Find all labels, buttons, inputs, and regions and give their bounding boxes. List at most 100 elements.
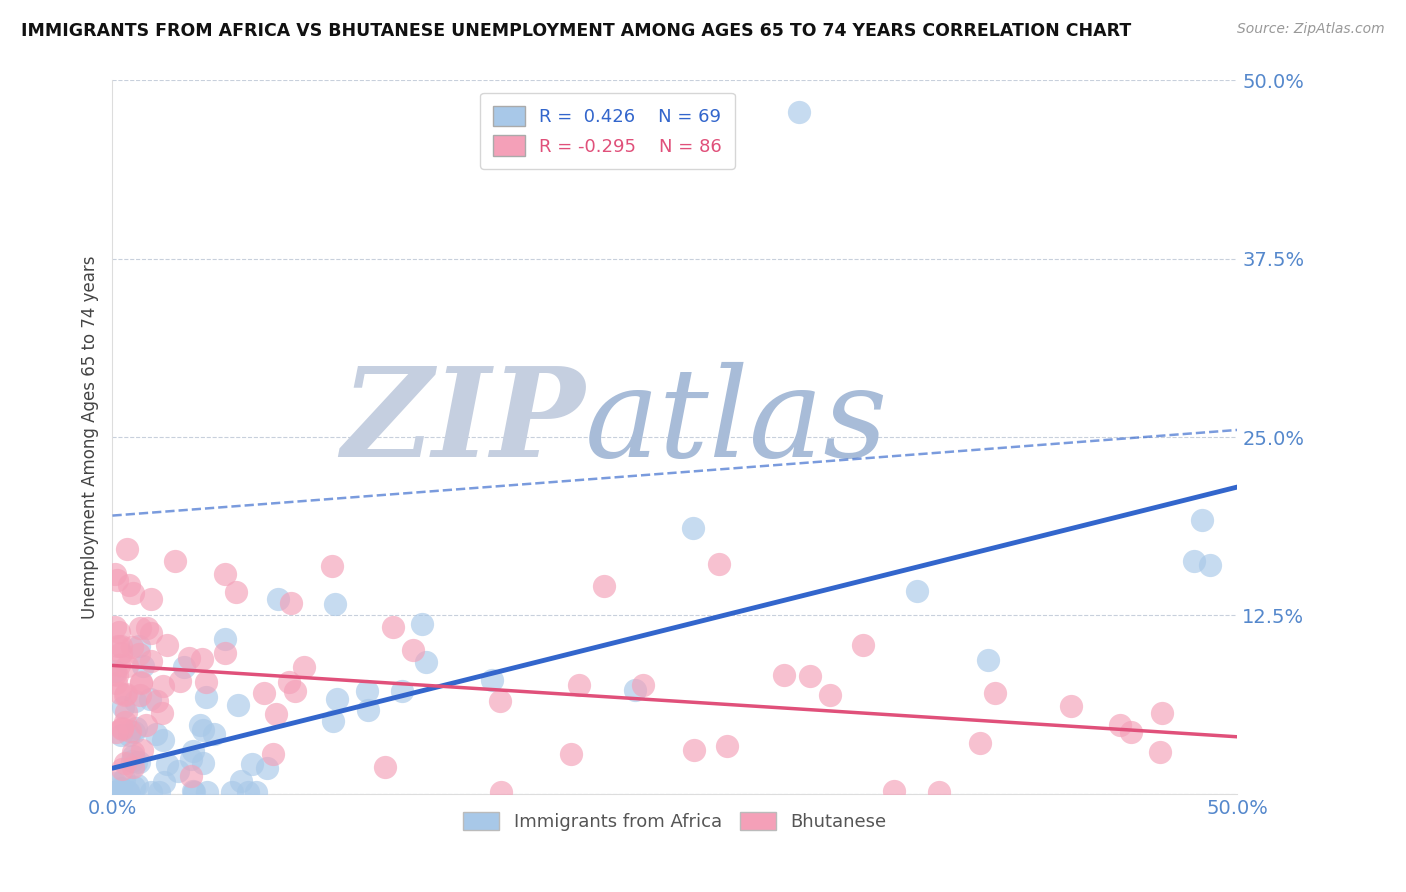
- Point: [139, 591, 162, 606]
- Point: [128, 647, 150, 661]
- Point: [122, 780, 145, 794]
- Point: [179, 650, 201, 665]
- Point: [191, 756, 214, 771]
- Point: [326, 692, 349, 706]
- Point: [256, 761, 278, 775]
- Point: [115, 705, 138, 719]
- Point: [682, 520, 704, 534]
- Point: [148, 785, 170, 799]
- Point: [104, 775, 127, 789]
- Point: [125, 721, 148, 735]
- Point: [115, 542, 138, 557]
- Point: [118, 578, 141, 592]
- Point: [104, 725, 127, 739]
- Point: [1152, 706, 1174, 720]
- Point: [111, 721, 134, 735]
- Point: [139, 626, 162, 640]
- Point: [905, 584, 928, 599]
- Point: [231, 774, 253, 789]
- Point: [202, 727, 225, 741]
- Point: [402, 643, 425, 657]
- Point: [411, 616, 433, 631]
- Point: [238, 785, 260, 799]
- Point: [121, 640, 143, 654]
- Point: [163, 554, 186, 568]
- Point: [191, 723, 214, 738]
- Point: [799, 668, 821, 682]
- Point: [107, 668, 129, 682]
- Point: [1121, 725, 1143, 739]
- Point: [124, 725, 146, 739]
- Point: [114, 688, 136, 702]
- Point: [118, 724, 141, 739]
- Point: [104, 664, 127, 678]
- Point: [292, 659, 315, 673]
- Point: [976, 653, 998, 667]
- Point: [883, 784, 905, 798]
- Point: [107, 657, 129, 672]
- Point: [374, 760, 396, 774]
- Point: [110, 639, 132, 653]
- Point: [108, 624, 131, 639]
- Point: [188, 717, 211, 731]
- Point: [214, 646, 236, 660]
- Point: [264, 706, 287, 721]
- Point: [135, 717, 157, 731]
- Point: [129, 674, 152, 689]
- Point: [128, 621, 150, 635]
- Point: [221, 785, 243, 799]
- Point: [115, 659, 138, 673]
- Point: [115, 687, 138, 701]
- Point: [104, 676, 127, 690]
- Point: [110, 727, 132, 741]
- Legend: Immigrants from Africa, Bhutanese: Immigrants from Africa, Bhutanese: [456, 805, 894, 838]
- Point: [716, 739, 738, 754]
- Point: [167, 764, 190, 778]
- Point: [131, 743, 153, 757]
- Point: [214, 632, 236, 647]
- Point: [152, 680, 174, 694]
- Point: [969, 735, 991, 749]
- Point: [787, 104, 810, 119]
- Point: [156, 639, 179, 653]
- Point: [928, 785, 950, 799]
- Point: [263, 747, 285, 761]
- Point: [139, 785, 162, 799]
- Point: [107, 640, 129, 654]
- Text: Source: ZipAtlas.com: Source: ZipAtlas.com: [1237, 22, 1385, 37]
- Point: [633, 678, 655, 692]
- Point: [104, 785, 127, 799]
- Point: [121, 755, 143, 769]
- Point: [277, 674, 299, 689]
- Point: [683, 742, 706, 756]
- Point: [122, 586, 145, 600]
- Point: [325, 597, 347, 611]
- Point: [818, 688, 841, 702]
- Point: [124, 694, 146, 708]
- Point: [489, 785, 512, 799]
- Point: [321, 559, 343, 574]
- Point: [125, 756, 148, 770]
- Point: [156, 757, 179, 772]
- Point: [169, 674, 191, 689]
- Point: [1198, 558, 1220, 572]
- Point: [560, 747, 582, 761]
- Point: [624, 682, 647, 697]
- Point: [214, 566, 236, 581]
- Point: [146, 693, 169, 707]
- Point: [112, 700, 135, 714]
- Point: [852, 639, 875, 653]
- Y-axis label: Unemployment Among Ages 65 to 74 years: Unemployment Among Ages 65 to 74 years: [80, 255, 98, 619]
- Text: atlas: atlas: [585, 362, 889, 483]
- Point: [382, 620, 405, 634]
- Point: [195, 785, 218, 799]
- Point: [111, 763, 134, 777]
- Point: [415, 655, 437, 669]
- Point: [1191, 513, 1213, 527]
- Text: IMMIGRANTS FROM AFRICA VS BHUTANESE UNEMPLOYMENT AMONG AGES 65 TO 74 YEARS CORRE: IMMIGRANTS FROM AFRICA VS BHUTANESE UNEM…: [21, 22, 1132, 40]
- Point: [117, 785, 139, 799]
- Point: [122, 745, 145, 759]
- Point: [280, 596, 302, 610]
- Point: [489, 694, 512, 708]
- Point: [322, 714, 344, 728]
